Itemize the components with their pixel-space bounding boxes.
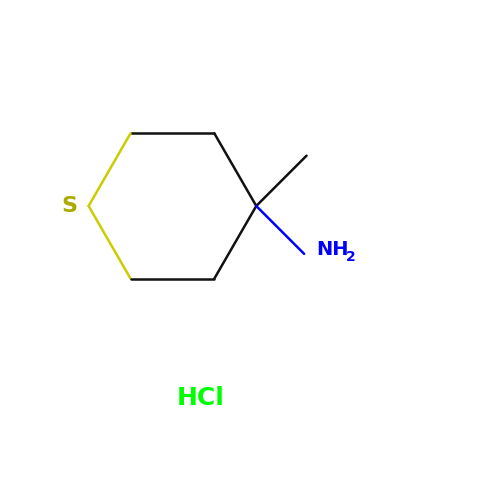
Text: HCl: HCl <box>177 386 225 410</box>
Text: 2: 2 <box>346 250 356 264</box>
Text: NH: NH <box>316 240 349 259</box>
Text: S: S <box>61 196 78 216</box>
